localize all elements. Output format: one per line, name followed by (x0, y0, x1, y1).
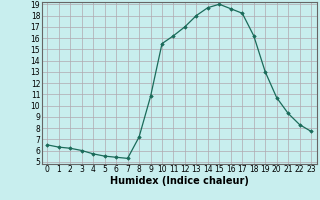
X-axis label: Humidex (Indice chaleur): Humidex (Indice chaleur) (110, 176, 249, 186)
